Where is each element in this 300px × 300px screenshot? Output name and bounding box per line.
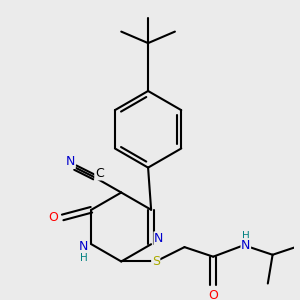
Text: O: O [208, 289, 218, 300]
Text: O: O [48, 211, 58, 224]
Text: N: N [66, 155, 75, 168]
Text: H: H [242, 231, 250, 241]
Text: S: S [152, 255, 160, 268]
Text: N: N [79, 240, 88, 253]
Text: C: C [95, 167, 103, 180]
Text: N: N [154, 232, 164, 245]
Text: H: H [80, 253, 88, 262]
Text: N: N [241, 239, 250, 252]
